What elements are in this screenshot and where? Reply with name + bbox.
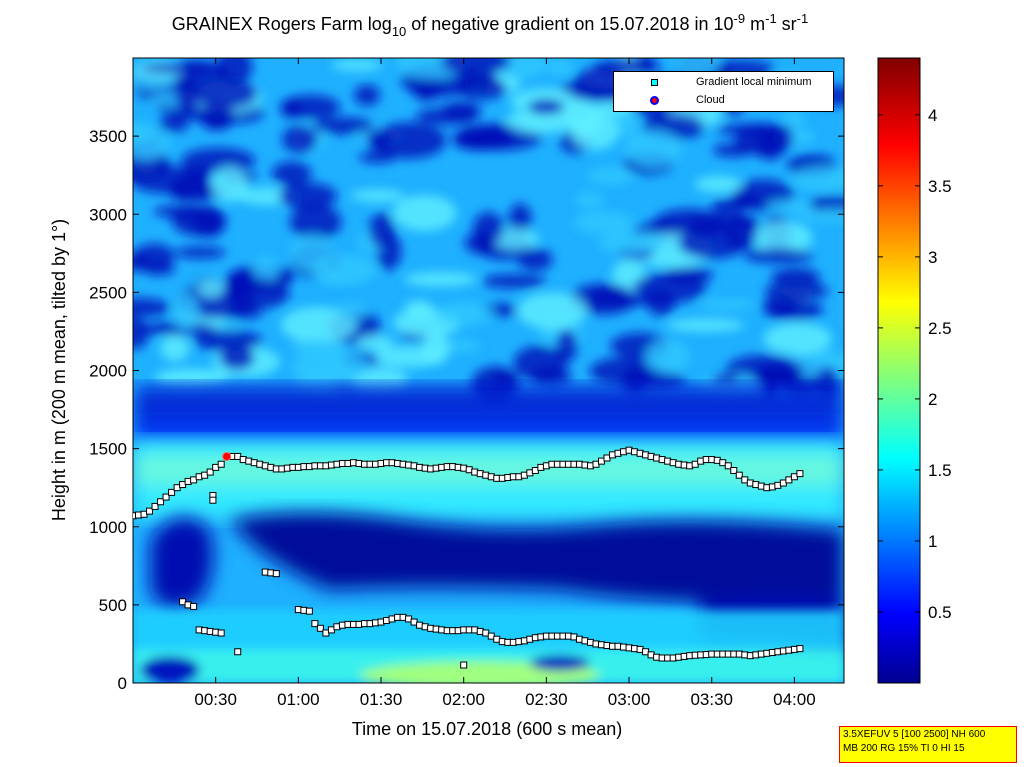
gradient-minimum-marker: [316, 624, 324, 632]
y-tick-label: 500: [99, 596, 127, 615]
x-tick-label: 02:30: [525, 690, 568, 709]
gradient-minimum-marker: [735, 471, 743, 479]
cloud-marker: [222, 451, 232, 461]
x-tick-label: 01:00: [277, 690, 320, 709]
x-tick-label: 03:00: [608, 690, 651, 709]
gradient-minimum-marker: [209, 496, 217, 504]
colorbar-tick-label: 2: [928, 390, 937, 409]
x-axis: 00:30 01:00 01:30 02:00 02:30 03:00 03:30 04:00: [194, 58, 816, 709]
gradient-minimum-marker: [460, 661, 468, 669]
infobox-line: MB 200 RG 15% TI 0 HI 15: [843, 743, 965, 754]
x-tick-label: 04:00: [773, 690, 816, 709]
gradient-minimum-marker: [217, 460, 225, 468]
gradient-minimum-marker: [157, 498, 165, 506]
y-axis: 0 500 1000 1500 2000 2500 3000 3500: [89, 127, 844, 693]
heatmap-field: [133, 58, 844, 683]
x-axis-label: Time on 15.07.2018 (600 s mean): [352, 719, 623, 739]
gradient-minimum-marker: [206, 468, 214, 476]
gradient-minimum-marker: [151, 502, 159, 510]
colorbar-tick-label: 3: [928, 248, 937, 267]
legend-label: Gradient local minimum: [696, 76, 812, 88]
gradient-minimum-marker: [796, 470, 804, 478]
gradient-minimum-marker: [730, 467, 738, 474]
colorbar-tick-label: 1.5: [928, 461, 952, 480]
x-tick-label: 01:30: [360, 690, 403, 709]
gradient-minimum-marker: [272, 570, 280, 578]
y-tick-label: 1000: [89, 518, 127, 537]
x-tick-label: 02:00: [442, 690, 485, 709]
gradient-minimum-marker: [796, 645, 804, 653]
colorbar-tick-label: 1: [928, 532, 937, 551]
y-tick-label: 2000: [89, 362, 127, 381]
y-tick-label: 1500: [89, 440, 127, 459]
y-tick-label: 0: [118, 674, 127, 693]
legend-label: Cloud: [696, 94, 725, 106]
square-marker-icon: [651, 79, 658, 86]
colorbar-tick-label: 4: [928, 106, 937, 125]
gradient-minimum-marker: [146, 507, 154, 515]
settings-infobox: 3.5XEFUV 5 [100 2500] NH 600 MB 200 RG 1…: [839, 726, 1017, 763]
colorbar-tick-label: 3.5: [928, 177, 952, 196]
colorbar-tick-label: 2.5: [928, 319, 952, 338]
y-axis-label: Height in m (200 m mean, tilted by 1°): [49, 219, 69, 521]
gradient-minimum-marker: [311, 620, 319, 628]
gradient-minimum-marker: [305, 607, 313, 615]
legend-entry-minimum: Gradient local minimum: [614, 76, 833, 90]
gradient-minimum-marker: [190, 602, 198, 610]
gradient-minimum-marker: [168, 488, 176, 496]
y-tick-label: 3500: [89, 127, 127, 146]
legend: Gradient local minimum Cloud: [613, 71, 834, 112]
y-tick-label: 3000: [89, 205, 127, 224]
x-tick-label: 00:30: [194, 690, 237, 709]
y-tick-label: 2500: [89, 283, 127, 302]
infobox-line: 3.5XEFUV 5 [100 2500] NH 600: [843, 729, 986, 740]
colorbar: [877, 57, 921, 684]
x-tick-label: 03:30: [690, 690, 733, 709]
gradient-minimum-marker: [162, 493, 170, 501]
legend-entry-cloud: Cloud: [614, 94, 833, 108]
colorbar-axis: 0.5 1 1.5 2 2.5 3 3.5 4: [878, 106, 952, 622]
colorbar-tick-label: 0.5: [928, 603, 952, 622]
chart-title: GRAINEX Rogers Farm log10 of negative gr…: [172, 11, 808, 39]
gradient-minimum-marker: [217, 629, 225, 637]
gradient-minimum-marker: [724, 462, 732, 470]
marker-layer: [133, 446, 804, 669]
circle-marker-icon: [650, 96, 659, 105]
gradient-minimum-marker: [234, 648, 242, 656]
